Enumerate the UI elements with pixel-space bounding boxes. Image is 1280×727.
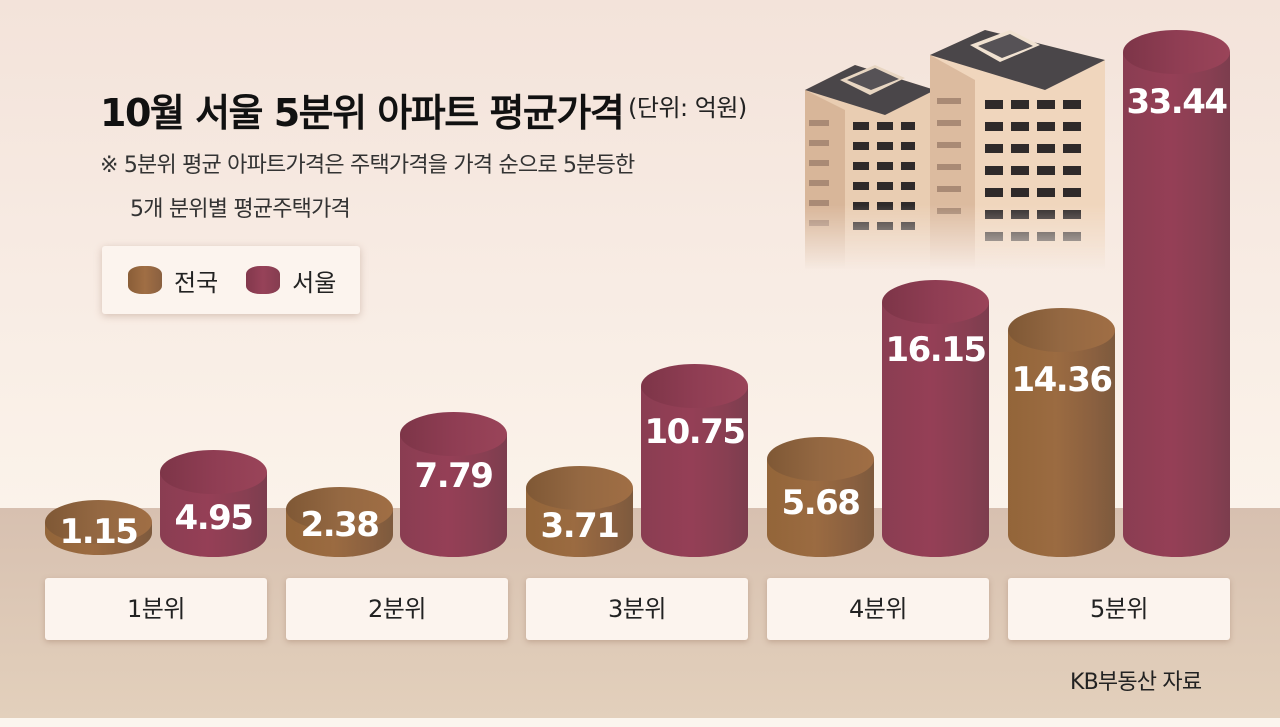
category-label-5: 5분위: [1008, 578, 1230, 640]
category-label-3: 3분위: [526, 578, 748, 640]
value-label: 10.75: [644, 412, 746, 452]
unit-label: (단위: 억원): [628, 94, 747, 122]
value-label: 16.15: [885, 330, 987, 370]
value-label: 14.36: [1011, 360, 1113, 400]
value-label: 7.79: [414, 456, 494, 496]
apartment-building-illustration: [805, 30, 1105, 270]
chart-title: 10월 서울 5분위 아파트 평균가격: [100, 91, 625, 135]
value-label: 33.44: [1126, 82, 1228, 122]
bottom-strip: [0, 718, 1280, 727]
value-label: 2.38: [300, 505, 380, 545]
source-credit: KB부동산 자료: [1070, 670, 1202, 695]
category-label-4: 4분위: [767, 578, 989, 640]
bar-national-3: 3.71: [526, 466, 633, 557]
legend: 전국 서울: [102, 246, 360, 314]
footnote-line-1: ※ 5분위 평균 아파트가격은 주택가격을 가격 순으로 5분등한: [100, 153, 635, 178]
bar-national-1: 1.15: [45, 500, 152, 555]
value-label: 5.68: [781, 483, 861, 523]
bar-seoul-5: 33.44: [1123, 30, 1230, 557]
bar-national-4: 5.68: [767, 437, 874, 557]
legend-label-national: 전국: [174, 268, 219, 297]
legend-label-seoul: 서울: [292, 268, 337, 297]
footnote: ※ 5분위 평균 아파트가격은 주택가격을 가격 순으로 5분등한 5개 분위별…: [100, 144, 635, 232]
bar-national-2: 2.38: [286, 487, 393, 557]
bar-seoul-3: 10.75: [641, 364, 748, 557]
bar-seoul-4: 16.15: [882, 280, 989, 557]
legend-swatch-seoul: [246, 266, 281, 294]
bar-seoul-1: 4.95: [160, 450, 267, 557]
bar-national-5: 14.36: [1008, 308, 1115, 557]
category-label-1: 1분위: [45, 578, 267, 640]
value-label: 1.15: [59, 512, 139, 552]
footnote-line-2: 5개 분위별 평균주택가격: [130, 197, 351, 222]
legend-swatch-national: [128, 266, 162, 294]
value-label: 4.95: [174, 498, 254, 538]
value-label: 3.71: [540, 506, 620, 546]
category-label-2: 2분위: [286, 578, 508, 640]
bar-seoul-2: 7.79: [400, 412, 507, 557]
